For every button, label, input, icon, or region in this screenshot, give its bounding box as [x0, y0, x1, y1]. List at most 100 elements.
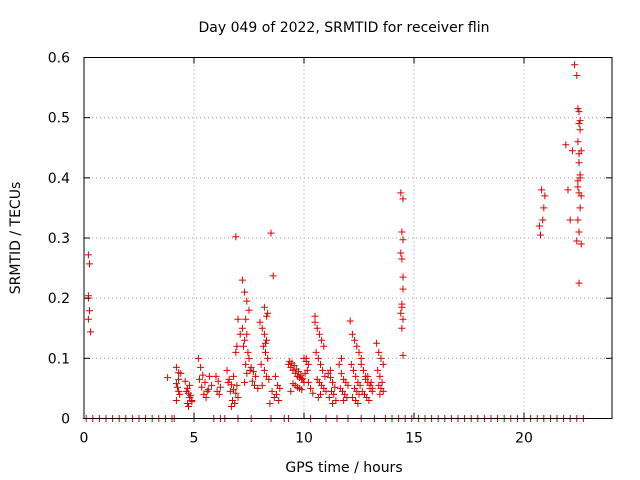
data-point — [240, 342, 247, 350]
data-point — [258, 381, 266, 389]
data-point — [352, 372, 360, 380]
data-point — [181, 377, 189, 385]
data-point — [201, 378, 209, 386]
data-point — [562, 141, 570, 149]
data-point — [241, 378, 249, 386]
data-point — [398, 324, 406, 332]
data-point — [329, 378, 337, 386]
data-point — [205, 372, 213, 380]
data-point — [247, 363, 255, 371]
data-point — [576, 174, 584, 182]
data-point — [187, 392, 195, 400]
data-point — [194, 354, 202, 362]
data-point — [175, 375, 183, 383]
data-point — [566, 216, 574, 224]
data-point — [577, 240, 585, 248]
data-point — [269, 272, 277, 280]
axis-ticks: 0 0.1 0.2 0.3 0.4 0.5 0.6 0 5 10 15 20 — [48, 51, 612, 447]
data-point — [331, 383, 339, 391]
data-point — [84, 251, 92, 259]
y-tick-label: 0.1 — [48, 351, 70, 367]
data-point — [315, 330, 323, 338]
x-tick-label: 5 — [190, 431, 199, 447]
y-tick-label: 0 — [61, 412, 70, 428]
data-point — [257, 360, 265, 368]
data-point — [304, 360, 312, 368]
data-point — [260, 330, 268, 338]
y-axis-label: SRMTID / TECUs — [8, 182, 24, 295]
data-point — [164, 374, 172, 382]
data-point — [251, 381, 258, 389]
data-point — [199, 371, 207, 379]
data-point — [301, 369, 309, 377]
data-point — [575, 279, 583, 287]
data-point — [186, 381, 194, 389]
data-point — [297, 371, 305, 379]
y-tick-label: 0.4 — [48, 171, 70, 187]
data-point — [355, 348, 363, 356]
data-point — [264, 309, 272, 317]
data-point — [348, 393, 356, 401]
data-point — [340, 396, 348, 404]
data-point — [319, 366, 327, 374]
data-point — [317, 360, 324, 368]
data-point — [373, 339, 381, 347]
data-point — [309, 389, 317, 397]
data-point — [254, 384, 262, 392]
data-point — [575, 120, 583, 128]
data-point — [242, 360, 250, 368]
data-point — [378, 378, 386, 386]
data-point — [357, 354, 365, 362]
x-tick-label: 20 — [515, 431, 533, 447]
x-axis-label: GPS time / hours — [285, 460, 402, 476]
data-point — [84, 315, 92, 323]
data-point — [238, 324, 246, 332]
x-tick-label: 0 — [80, 431, 89, 447]
data-point — [574, 216, 582, 224]
data-point — [174, 383, 181, 391]
chart-title: Day 049 of 2022, SRMTID for receiver fli… — [199, 20, 490, 36]
y-tick-label: 0.5 — [48, 111, 70, 127]
data-point — [241, 336, 249, 344]
data-point — [182, 387, 190, 395]
data-point — [196, 375, 203, 383]
data-point — [264, 354, 272, 362]
data-point — [568, 147, 576, 155]
data-point — [313, 324, 321, 332]
data-point — [198, 383, 206, 391]
data-point — [539, 216, 547, 224]
data-point — [299, 375, 307, 383]
data-point — [224, 378, 232, 386]
data-point — [260, 303, 268, 311]
data-point — [312, 348, 320, 356]
data-point — [276, 384, 284, 392]
data-point — [332, 396, 340, 404]
data-point — [225, 375, 233, 383]
data-point — [290, 362, 298, 370]
data-point — [318, 336, 326, 344]
data-point — [267, 229, 275, 237]
data-point — [351, 336, 359, 344]
data-point — [232, 389, 240, 397]
data-point — [326, 374, 334, 382]
data-point — [236, 330, 244, 338]
data-point — [344, 381, 352, 389]
data-point — [397, 249, 405, 257]
data-point — [326, 366, 334, 374]
data-point — [215, 390, 223, 398]
data-point — [399, 285, 407, 293]
data-point — [208, 381, 216, 389]
data-point — [571, 61, 579, 69]
data-point — [241, 288, 249, 296]
data-point — [537, 231, 544, 239]
data-point — [232, 348, 240, 356]
data-point — [379, 360, 387, 368]
data-point — [364, 372, 372, 380]
data-point — [376, 372, 384, 380]
data-point — [398, 255, 406, 263]
data-point — [311, 312, 319, 320]
data-point — [287, 387, 295, 395]
data-point — [234, 315, 242, 323]
data-point — [348, 330, 356, 338]
data-point — [175, 387, 183, 395]
